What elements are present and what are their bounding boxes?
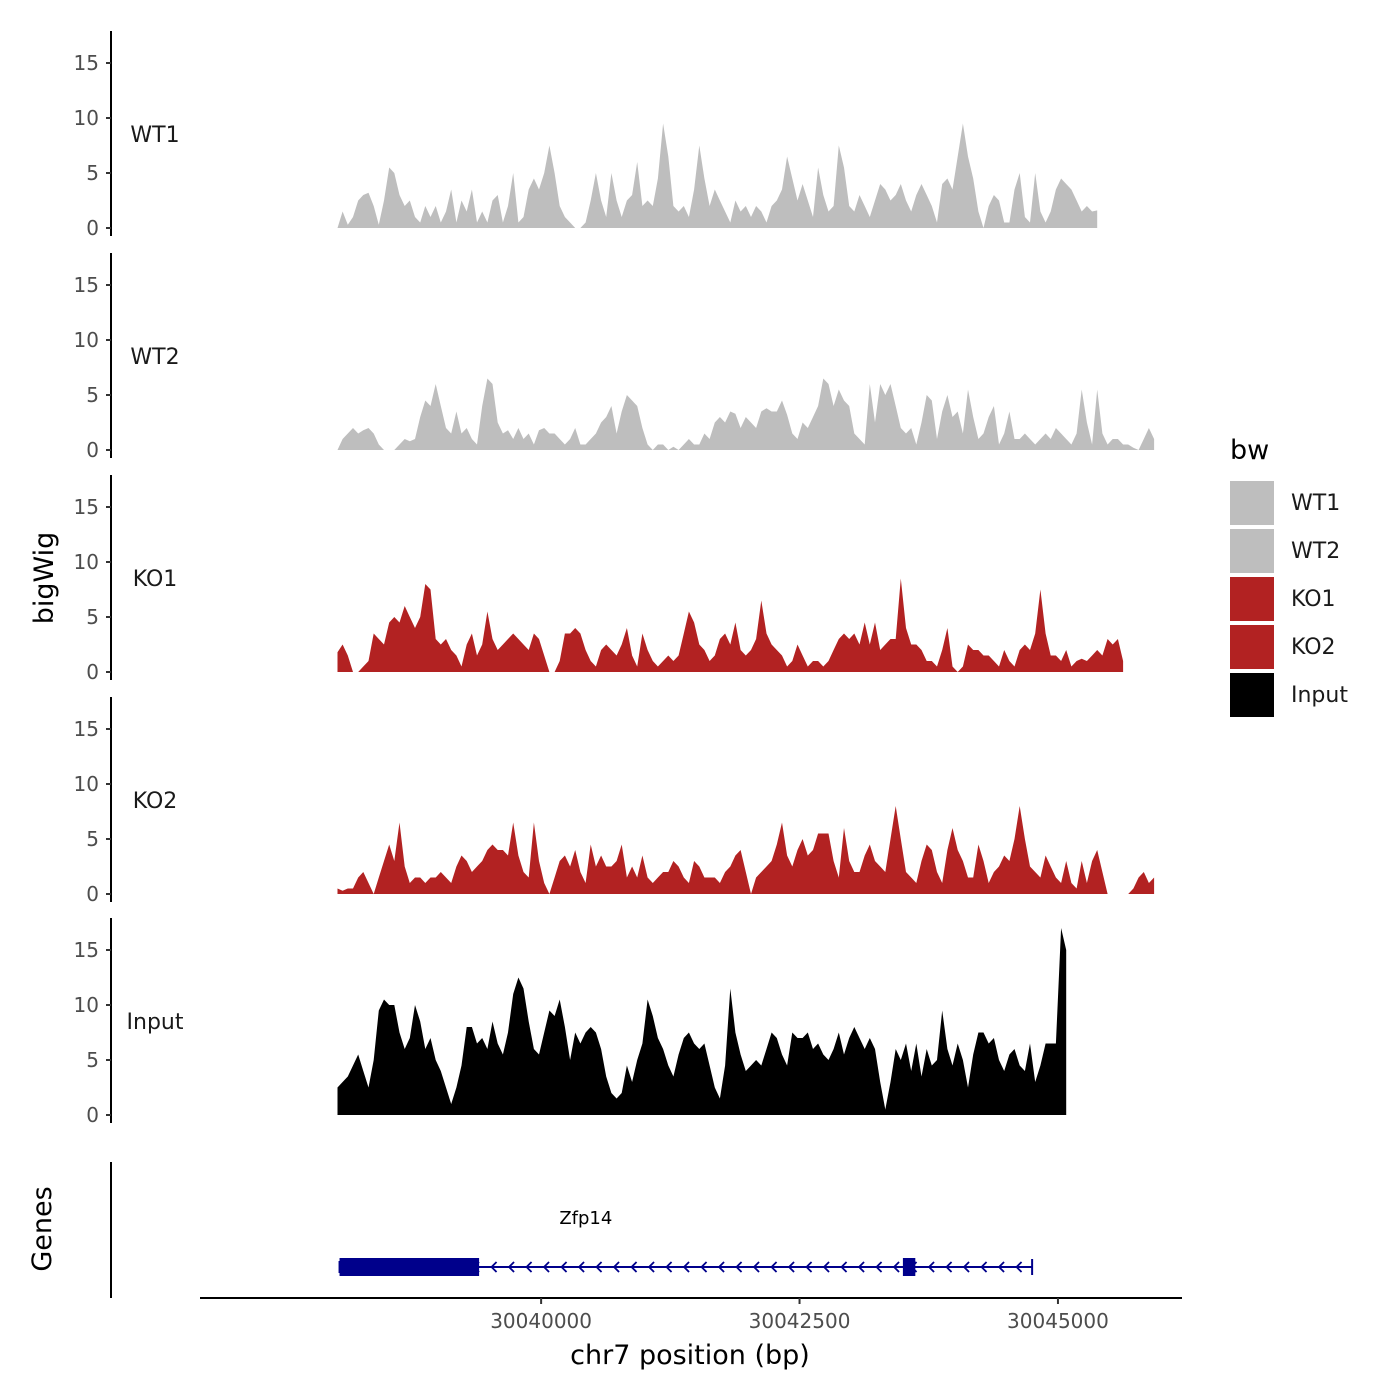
coverage-area-input <box>337 928 1067 1115</box>
strand-arrow <box>630 1261 638 1273</box>
y-tick-label: 5 <box>86 605 99 629</box>
strand-arrow <box>927 1261 935 1273</box>
x-axis-title: chr7 position (bp) <box>570 1340 810 1371</box>
strand-arrow <box>647 1261 655 1273</box>
x-tick-label: 30045000 <box>1007 1309 1109 1333</box>
coverage-area-wt1 <box>337 123 1098 228</box>
strand-arrow <box>752 1261 760 1273</box>
strand-arrow <box>612 1261 620 1273</box>
track-y-axes: 0 5 10 15 0 5 10 15 0 5 10 15 0 5 10 15 0 5 10 15 <box>74 31 112 1127</box>
legend-label-wt1: WT1 <box>1291 491 1340 516</box>
legend-swatch-ko1 <box>1228 575 1276 623</box>
genes-panel: Genes Zfp14 <box>27 1162 1034 1298</box>
track-label-wt2: WT2 <box>130 345 179 370</box>
x-axis: 30040000 30042500 30045000 chr7 position (… <box>200 1297 1182 1371</box>
strand-arrow <box>770 1261 778 1273</box>
gene-models: Zfp14 <box>338 1208 1034 1276</box>
y-tick-label: 5 <box>86 383 99 407</box>
coverage-area-wt2 <box>337 378 1155 450</box>
strand-arrow <box>717 1261 725 1273</box>
strand-arrow <box>682 1261 690 1273</box>
strand-arrow <box>805 1261 813 1273</box>
y-axis-title-genes: Genes <box>27 1186 58 1271</box>
gene-exon <box>339 1258 480 1276</box>
coverage-tracks <box>337 123 1155 1115</box>
strand-arrow <box>875 1261 883 1273</box>
x-tick-label: 30042500 <box>749 1309 851 1333</box>
strand-arrow <box>1015 1261 1023 1273</box>
legend-entries: WT1 WT2 KO1 KO2 Input <box>1228 479 1348 719</box>
legend-label-ko1: KO1 <box>1291 587 1336 612</box>
y-axis-title-bigwig: bigWig <box>29 532 60 625</box>
strand-arrow <box>542 1261 550 1273</box>
legend-label-wt2: WT2 <box>1291 539 1340 564</box>
track-label-ko1: KO1 <box>133 567 178 592</box>
legend-swatch-input <box>1228 671 1276 719</box>
y-tick-label: 10 <box>74 772 99 796</box>
strand-arrow <box>490 1261 498 1273</box>
legend: bw WT1 WT2 KO1 KO2 Input <box>1228 435 1348 719</box>
strand-arrow <box>840 1261 848 1273</box>
y-tick-label: 10 <box>74 328 99 352</box>
y-tick-label: 15 <box>74 51 99 75</box>
gene-name-label: Zfp14 <box>559 1208 612 1229</box>
y-tick-label: 15 <box>74 938 99 962</box>
y-tick-label: 0 <box>86 882 99 906</box>
gene-exon <box>902 1258 916 1276</box>
strand-arrow <box>997 1261 1005 1273</box>
y-tick-label: 10 <box>74 550 99 574</box>
y-tick-label: 0 <box>86 1103 99 1127</box>
strand-arrow <box>525 1261 533 1273</box>
track-label-input: Input <box>127 1010 184 1035</box>
strand-arrow <box>507 1261 515 1273</box>
track-labels: WT1 WT2 KO1 KO2 Input <box>127 123 184 1035</box>
y-tick-label: 0 <box>86 438 99 462</box>
strand-arrow <box>700 1261 708 1273</box>
legend-title: bw <box>1230 435 1269 466</box>
track-label-wt1: WT1 <box>130 123 179 148</box>
strand-arrow <box>962 1261 970 1273</box>
coverage-area-ko1 <box>337 578 1124 672</box>
coverage-area-ko2 <box>337 806 1155 894</box>
strand-arrow <box>665 1261 673 1273</box>
y-tick-label: 15 <box>74 273 99 297</box>
y-tick-label: 10 <box>74 106 99 130</box>
strand-arrow <box>560 1261 568 1273</box>
y-tick-label: 5 <box>86 161 99 185</box>
y-tick-label: 0 <box>86 216 99 240</box>
legend-label-ko2: KO2 <box>1291 635 1336 660</box>
strand-arrow <box>595 1261 603 1273</box>
y-tick-label: 10 <box>74 993 99 1017</box>
legend-swatch-ko2 <box>1228 623 1276 671</box>
strand-arrow <box>857 1261 865 1273</box>
strand-arrow <box>980 1261 988 1273</box>
legend-swatch-wt1 <box>1228 479 1276 527</box>
x-ticks: 30040000 30042500 30045000 <box>490 1298 1109 1333</box>
legend-label-input: Input <box>1291 683 1348 708</box>
y-tick-label: 15 <box>74 495 99 519</box>
x-tick-label: 30040000 <box>490 1309 592 1333</box>
strand-arrow <box>945 1261 953 1273</box>
y-tick-label: 15 <box>74 717 99 741</box>
y-tick-label: 0 <box>86 660 99 684</box>
track-label-ko2: KO2 <box>133 789 178 814</box>
y-tick-label: 5 <box>86 1048 99 1072</box>
strand-arrow <box>735 1261 743 1273</box>
legend-swatch-wt2 <box>1228 527 1276 575</box>
strand-arrow <box>822 1261 830 1273</box>
y-tick-label: 5 <box>86 827 99 851</box>
strand-arrow <box>787 1261 795 1273</box>
strand-arrow <box>577 1261 585 1273</box>
strand-arrow <box>892 1261 900 1273</box>
